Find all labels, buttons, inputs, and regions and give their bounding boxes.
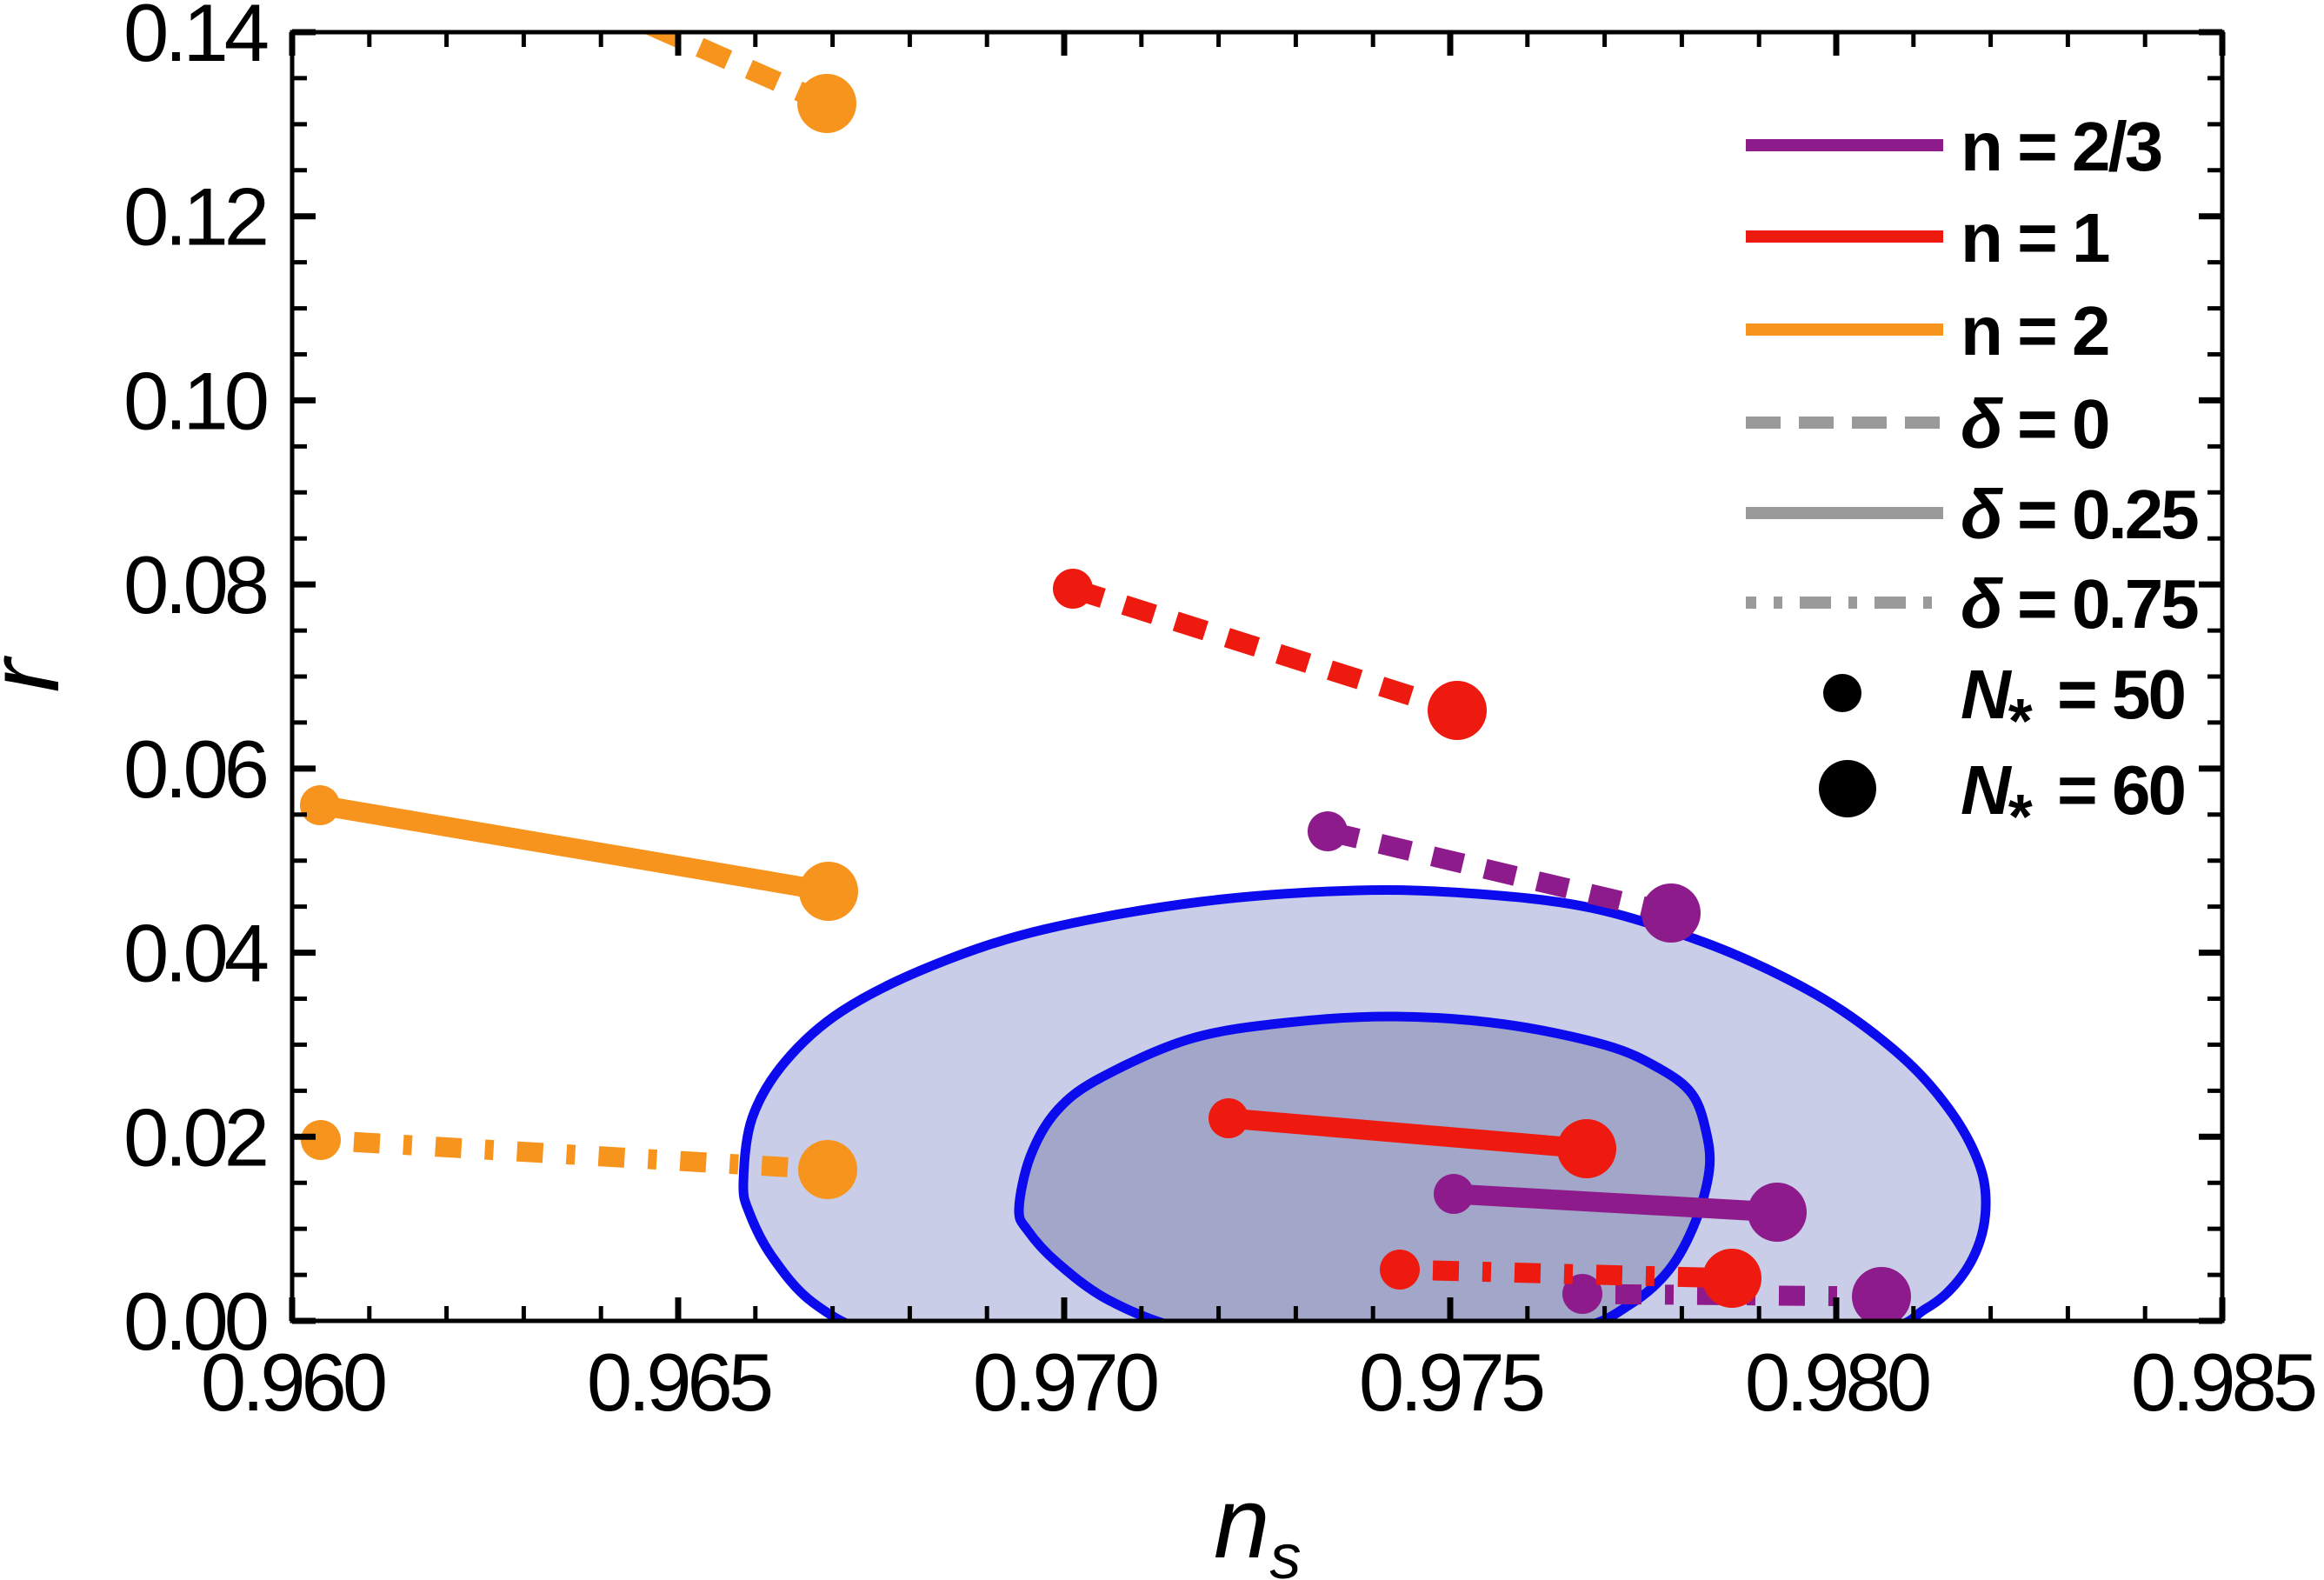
svg-text:0.980: 0.980 xyxy=(1745,1337,1929,1428)
svg-text:δ = 0: δ = 0 xyxy=(1961,385,2108,463)
svg-text:n = 1: n = 1 xyxy=(1961,199,2109,277)
svg-text:0.975: 0.975 xyxy=(1359,1337,1543,1428)
svg-text:0.02: 0.02 xyxy=(123,1091,266,1183)
svg-text:n = 2/3: n = 2/3 xyxy=(1961,108,2161,185)
svg-text:0.04: 0.04 xyxy=(123,908,268,999)
svg-text:0.14: 0.14 xyxy=(123,0,268,78)
svg-text:0.10: 0.10 xyxy=(123,355,267,446)
svg-text:n = 2: n = 2 xyxy=(1961,292,2108,370)
svg-text:r: r xyxy=(0,655,80,692)
svg-text:N* = 60: N* = 60 xyxy=(1961,751,2184,852)
svg-text:0.970: 0.970 xyxy=(973,1337,1157,1428)
svg-text:0.06: 0.06 xyxy=(123,723,267,815)
svg-text:0.960: 0.960 xyxy=(201,1337,385,1428)
svg-text:δ = 0.25: δ = 0.25 xyxy=(1961,476,2198,553)
svg-text:0.965: 0.965 xyxy=(587,1337,771,1428)
svg-text:0.08: 0.08 xyxy=(123,539,267,630)
svg-text:0.12: 0.12 xyxy=(123,171,266,263)
svg-text:0.985: 0.985 xyxy=(2131,1337,2315,1428)
svg-text:0.00: 0.00 xyxy=(123,1276,267,1367)
svg-text:δ = 0.75: δ = 0.75 xyxy=(1961,565,2198,643)
